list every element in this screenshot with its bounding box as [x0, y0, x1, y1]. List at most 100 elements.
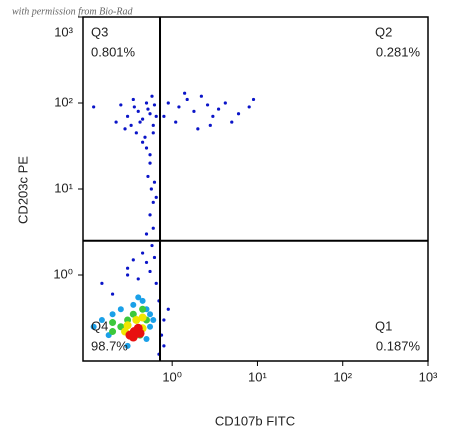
data-point — [162, 318, 166, 322]
data-point — [109, 311, 116, 318]
data-point — [123, 321, 132, 330]
data-point — [114, 120, 118, 124]
quadrant-label: Q4 — [91, 318, 108, 333]
data-point — [247, 105, 251, 109]
data-point — [129, 310, 137, 318]
data-point — [132, 315, 141, 324]
y-tick-label: 10¹ — [54, 180, 73, 195]
data-point — [144, 101, 149, 105]
data-point — [138, 120, 142, 124]
data-point — [205, 103, 210, 107]
x-tick-label: 10¹ — [248, 369, 267, 384]
data-point — [90, 323, 97, 330]
data-point — [138, 313, 147, 322]
data-point — [92, 105, 96, 109]
data-point — [162, 344, 166, 348]
data-point — [146, 174, 150, 179]
y-tick-label: 10³ — [54, 24, 73, 39]
data-point — [139, 297, 146, 304]
data-point — [136, 277, 140, 281]
data-point — [154, 281, 158, 285]
quadrant-label: Q2 — [375, 24, 392, 39]
data-point — [143, 336, 150, 343]
data-point — [223, 101, 227, 105]
y-tick-label: 10⁰ — [53, 266, 73, 281]
data-point — [185, 97, 189, 102]
data-point — [216, 107, 221, 111]
plot-frame — [82, 16, 429, 362]
y-tick-label: 10² — [54, 94, 73, 109]
data-point — [151, 226, 155, 230]
data-point — [162, 114, 166, 118]
data-point — [141, 251, 145, 255]
data-point — [147, 311, 154, 318]
data-point — [110, 292, 115, 296]
y-axis-label: CD203c PE — [15, 156, 30, 224]
data-point — [230, 120, 234, 124]
data-point — [151, 200, 155, 204]
data-point — [98, 316, 105, 323]
data-point — [150, 243, 154, 248]
x-tick-label: 10⁰ — [162, 369, 182, 384]
data-point — [151, 131, 155, 135]
data-point — [148, 213, 152, 217]
data-point — [144, 260, 149, 265]
data-point — [144, 146, 149, 150]
data-point — [148, 153, 152, 157]
data-point — [123, 127, 127, 131]
data-point — [177, 105, 181, 109]
data-point — [125, 266, 130, 270]
data-point — [125, 114, 130, 118]
data-point — [100, 281, 104, 285]
data-point — [135, 294, 142, 301]
quadrant-percent: 98.7% — [91, 338, 128, 353]
data-point — [150, 94, 154, 98]
data-point — [143, 135, 147, 139]
data-point — [134, 131, 138, 135]
data-point — [119, 103, 123, 107]
data-point — [129, 123, 133, 127]
data-point — [131, 328, 141, 338]
data-point — [154, 114, 158, 118]
data-point — [152, 103, 157, 107]
data-point — [183, 91, 187, 95]
data-point — [166, 101, 170, 105]
data-point — [141, 117, 145, 121]
data-point — [211, 114, 215, 118]
data-point — [208, 123, 212, 127]
data-point — [117, 306, 124, 313]
quadrant-percent: 0.187% — [376, 338, 421, 353]
data-point — [132, 105, 136, 109]
data-point — [130, 301, 137, 308]
data-point — [152, 180, 157, 184]
data-point — [125, 273, 130, 277]
data-point — [166, 307, 170, 311]
quadrant-percent: 0.281% — [376, 44, 421, 59]
data-point — [150, 316, 157, 323]
data-point — [146, 107, 150, 111]
data-point — [141, 140, 145, 144]
data-point — [109, 328, 117, 336]
data-point — [152, 255, 157, 260]
x-tick-label: 10³ — [419, 369, 438, 384]
data-point — [139, 305, 147, 313]
quadrant-label: Q3 — [91, 24, 108, 39]
quadrant-percent: 0.801% — [91, 44, 136, 59]
data-point — [148, 161, 152, 165]
data-point — [154, 195, 158, 199]
data-point — [109, 319, 117, 327]
data-point — [251, 97, 256, 102]
data-point — [144, 232, 149, 236]
data-point — [148, 269, 152, 274]
data-point — [149, 187, 153, 191]
data-point — [196, 127, 200, 131]
data-point — [124, 342, 131, 349]
data-point — [192, 109, 196, 113]
data-point — [136, 109, 140, 113]
data-point — [199, 94, 203, 98]
watermark: with permission from Bio-Rad — [12, 6, 133, 17]
data-point — [147, 323, 154, 330]
data-point — [131, 258, 135, 262]
data-point — [131, 97, 135, 102]
